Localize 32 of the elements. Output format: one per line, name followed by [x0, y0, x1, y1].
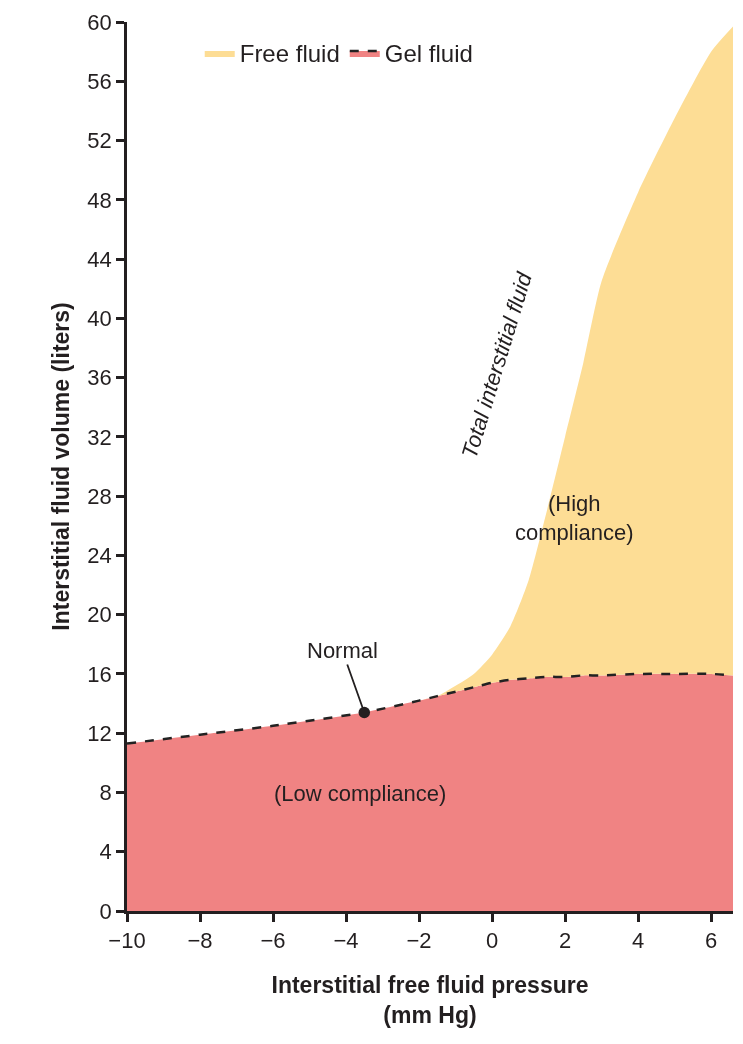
y-tick-label: 12	[87, 720, 112, 746]
y-tick-label: 28	[87, 483, 112, 509]
y-tick-label: 0	[99, 898, 112, 924]
y-tick-label: 56	[87, 68, 112, 94]
x-tick-label: −8	[187, 928, 213, 954]
y-tick-label: 20	[87, 602, 112, 628]
y-tick-label: 4	[99, 839, 112, 865]
annotation: (Low compliance)	[274, 781, 447, 806]
x-tick-label: −6	[260, 928, 286, 954]
y-tick-label: 36	[87, 365, 112, 391]
x-tick-label: −10	[108, 928, 146, 954]
y-tick-label: 16	[87, 661, 112, 687]
annotation: (High compliance)	[515, 491, 634, 545]
legend-label: Gel fluid	[384, 40, 473, 68]
legend-label: Free fluid	[239, 40, 340, 68]
x-tick-label: −2	[406, 928, 432, 954]
y-tick-label: 24	[87, 543, 112, 569]
y-tick-label: 32	[87, 424, 112, 450]
y-tick-label: 40	[87, 306, 112, 332]
x-axis-title: Interstitial free fluid pressure (mm Hg)	[271, 971, 589, 1028]
x-tick-label: 0	[485, 928, 499, 954]
y-tick-label: 44	[87, 246, 112, 272]
x-tick-label: −4	[333, 928, 359, 954]
y-tick-label: 52	[87, 128, 112, 154]
x-tick-label: 4	[631, 928, 645, 954]
y-tick-label: 48	[87, 187, 112, 213]
y-tick-label: 60	[87, 9, 112, 35]
y-axis-title: Interstitial fluid volume (liters)	[47, 302, 74, 631]
y-tick-label: 8	[99, 780, 112, 806]
x-tick-label: 2	[558, 928, 572, 954]
annotation: Normal	[307, 638, 378, 663]
x-tick-label: 6	[704, 928, 718, 954]
